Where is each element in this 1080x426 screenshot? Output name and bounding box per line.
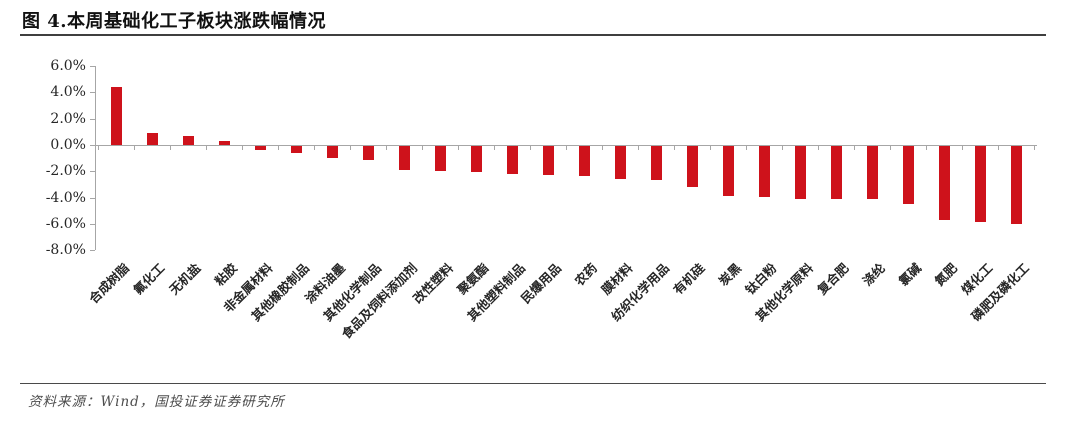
y-axis-tick-label: 2.0% bbox=[50, 111, 86, 127]
bar-其他化学制品 bbox=[363, 146, 374, 160]
category-label: 氟化工 bbox=[130, 260, 168, 298]
x-axis-tick bbox=[242, 145, 243, 150]
bar-磷肥及磷化工 bbox=[1011, 146, 1022, 224]
x-axis-tick bbox=[674, 145, 675, 150]
y-axis-tick bbox=[90, 171, 95, 172]
y-axis-tick bbox=[90, 250, 95, 251]
x-axis-tick bbox=[782, 145, 783, 150]
figure-title: 图 4.本周基础化工子板块涨跌幅情况 bbox=[22, 11, 327, 32]
bar-合成树脂 bbox=[111, 87, 122, 145]
category-label: 涤纶 bbox=[859, 260, 888, 289]
source-divider bbox=[20, 383, 1046, 384]
x-axis-tick bbox=[350, 145, 351, 150]
y-axis-tick-label: 0.0% bbox=[50, 137, 86, 153]
category-label: 有机硅 bbox=[670, 260, 708, 298]
x-axis-tick bbox=[602, 145, 603, 150]
bar-煤化工 bbox=[975, 146, 986, 222]
bar-其他橡胶制品 bbox=[291, 146, 302, 153]
category-label: 炭黑 bbox=[715, 260, 744, 289]
y-axis-tick bbox=[90, 119, 95, 120]
x-axis-tick bbox=[170, 145, 171, 150]
bar-食品及饲料添加剂 bbox=[399, 146, 410, 170]
category-label: 粘胶 bbox=[211, 260, 240, 289]
x-axis-tick bbox=[530, 145, 531, 150]
x-axis-tick bbox=[1034, 145, 1035, 150]
y-axis-tick-label: -4.0% bbox=[45, 190, 86, 206]
y-axis-tick bbox=[90, 224, 95, 225]
category-label: 无机盐 bbox=[166, 260, 204, 298]
x-axis-tick bbox=[638, 145, 639, 150]
bar-其他化学原料 bbox=[795, 146, 806, 199]
x-axis-tick bbox=[458, 145, 459, 150]
x-axis-tick bbox=[134, 145, 135, 150]
bar-涂料油墨 bbox=[327, 146, 338, 158]
bar-膜材料 bbox=[615, 146, 626, 179]
y-axis-tick-label: 4.0% bbox=[50, 84, 86, 100]
bar-民爆用品 bbox=[543, 146, 554, 175]
title-divider bbox=[20, 34, 1046, 36]
bar-炭黑 bbox=[723, 146, 734, 196]
x-axis-tick bbox=[98, 145, 99, 150]
category-label: 氮肥 bbox=[931, 260, 960, 289]
bar-涤纶 bbox=[867, 146, 878, 199]
bar-非金属材料 bbox=[255, 146, 266, 150]
y-axis-tick-label: -6.0% bbox=[45, 216, 86, 232]
y-axis-tick bbox=[90, 66, 95, 67]
x-axis-tick bbox=[998, 145, 999, 150]
bar-有机硅 bbox=[687, 146, 698, 187]
bar-无机盐 bbox=[183, 136, 194, 145]
y-axis-tick bbox=[90, 145, 95, 146]
bar-钛白粉 bbox=[759, 146, 770, 197]
bar-纺织化学用品 bbox=[651, 146, 662, 180]
x-axis-tick bbox=[494, 145, 495, 150]
bar-氮肥 bbox=[939, 146, 950, 220]
bar-农药 bbox=[579, 146, 590, 176]
category-label: 农药 bbox=[571, 260, 600, 289]
y-axis-tick-label: -8.0% bbox=[45, 242, 86, 258]
x-axis-tick bbox=[566, 145, 567, 150]
y-axis-line bbox=[95, 66, 96, 251]
x-axis-tick bbox=[926, 145, 927, 150]
category-label: 氯碱 bbox=[895, 260, 924, 289]
x-axis-tick bbox=[314, 145, 315, 150]
bar-粘胶 bbox=[219, 141, 230, 145]
bar-chart: 6.0% 4.0% 2.0% 0.0% -2.0% -4.0% -6.0% -8.0% 合成树脂… bbox=[45, 58, 1037, 342]
category-label: 合成树脂 bbox=[85, 260, 132, 307]
bar-聚氨酯 bbox=[471, 146, 482, 172]
bar-氟化工 bbox=[147, 133, 158, 145]
bar-改性塑料 bbox=[435, 146, 446, 171]
x-axis-tick bbox=[710, 145, 711, 150]
y-axis-tick bbox=[90, 92, 95, 93]
source-note: 资料来源：Wind，国投证券证券研究所 bbox=[28, 394, 285, 410]
bar-氯碱 bbox=[903, 146, 914, 204]
x-axis-tick bbox=[422, 145, 423, 150]
x-axis-tick bbox=[386, 145, 387, 150]
bar-复合肥 bbox=[831, 146, 842, 199]
y-axis-tick bbox=[90, 198, 95, 199]
x-axis-tick bbox=[890, 145, 891, 150]
x-axis-tick bbox=[206, 145, 207, 150]
x-axis-tick bbox=[746, 145, 747, 150]
x-axis-tick bbox=[962, 145, 963, 150]
x-axis-tick bbox=[278, 145, 279, 150]
bar-其他塑料制品 bbox=[507, 146, 518, 174]
category-label: 复合肥 bbox=[814, 260, 852, 298]
x-axis-tick bbox=[818, 145, 819, 150]
y-axis-tick-label: -2.0% bbox=[45, 163, 86, 179]
x-axis-tick bbox=[854, 145, 855, 150]
y-axis-tick-label: 6.0% bbox=[50, 58, 86, 74]
